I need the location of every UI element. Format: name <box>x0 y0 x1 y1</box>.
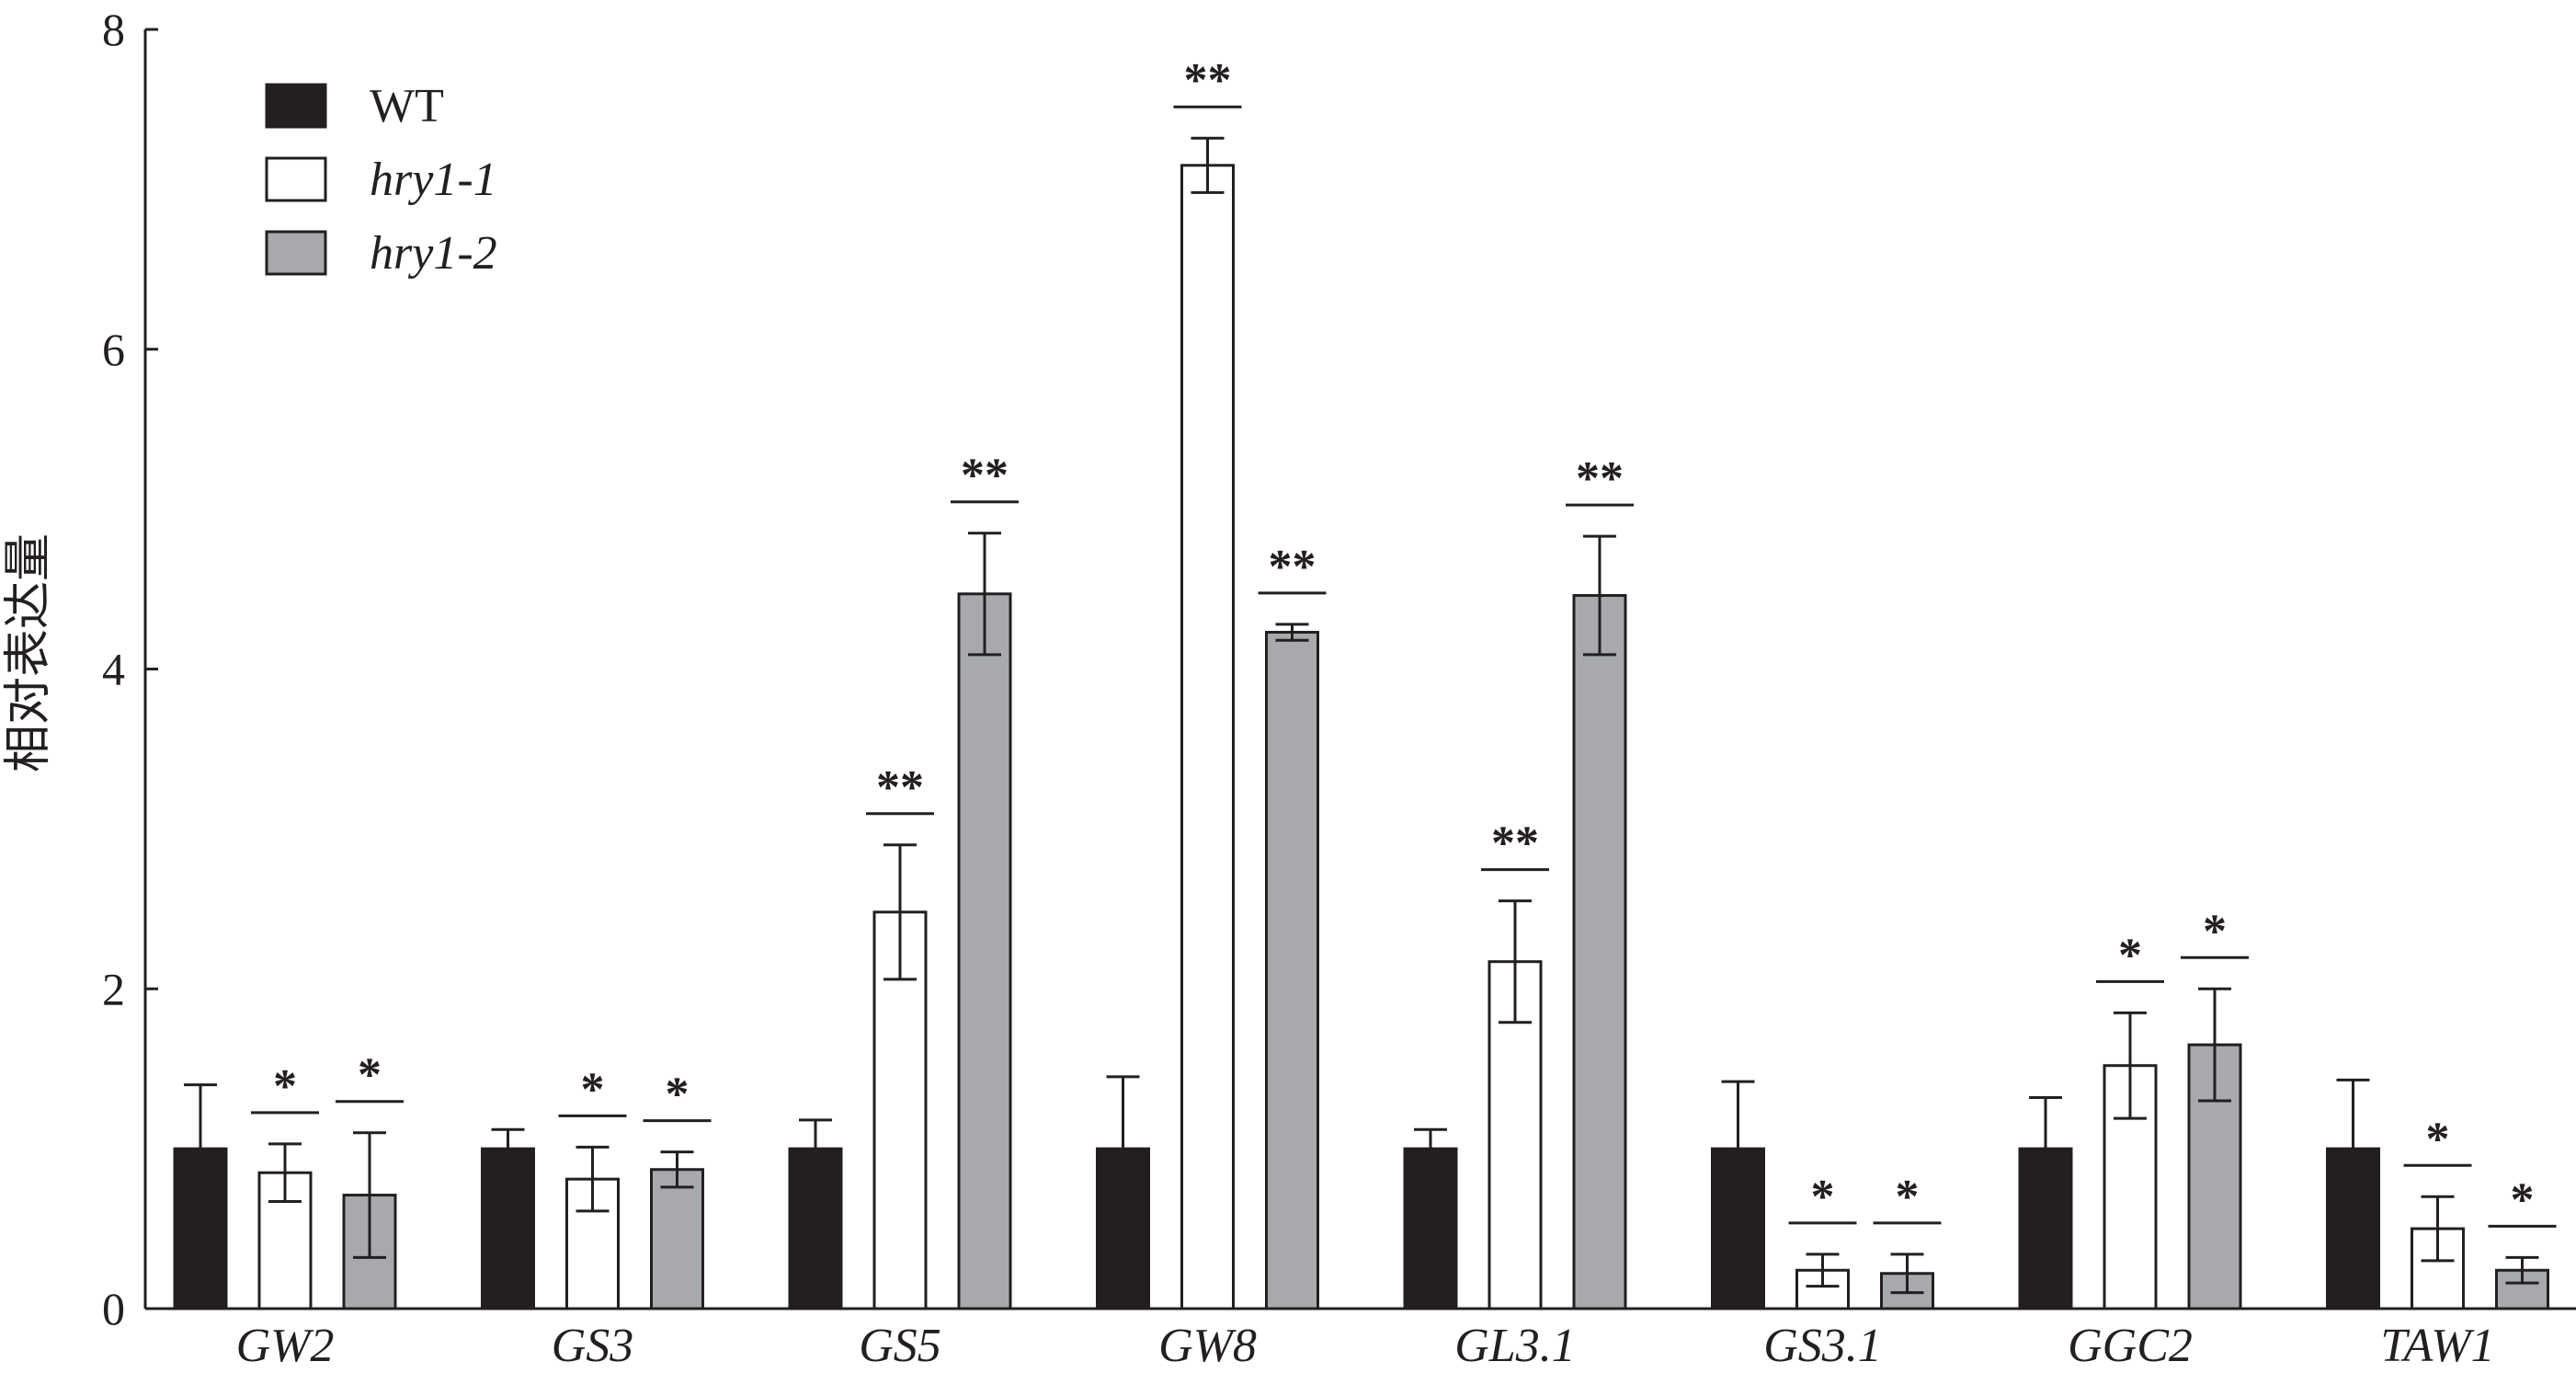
legend-swatch <box>265 230 327 276</box>
bar <box>957 592 1012 1310</box>
category-group: ** ** GL3.1 <box>1403 452 1634 1372</box>
bar <box>1096 1147 1150 1310</box>
significance-label: * <box>2511 1173 2535 1226</box>
bar <box>1403 1147 1458 1310</box>
legend: WT hry1-1 hry1-2 <box>265 80 497 280</box>
x-tick-label: GW2 <box>236 1320 335 1372</box>
x-tick-label: GS5 <box>859 1320 941 1372</box>
legend-swatch <box>265 83 327 129</box>
legend-item: hry1-1 <box>265 154 497 206</box>
significance-label: * <box>2203 905 2227 957</box>
error-bar <box>184 1083 217 1150</box>
error-bar <box>799 1118 832 1150</box>
x-tick-label: GS3 <box>552 1320 634 1372</box>
error-bar <box>1499 899 1532 1024</box>
significance-label: ** <box>961 450 1009 502</box>
error-bar <box>1583 534 1616 657</box>
category-group: ** ** GS5 <box>788 450 1019 1372</box>
bars: * *GW2* *GS3****GS5****GW8****GL3.1* *GS3.1… <box>173 54 2557 1372</box>
bar <box>788 1147 843 1310</box>
bar <box>481 1147 535 1310</box>
y-tick-label: 8 <box>102 4 125 55</box>
significance-label: ** <box>1269 541 1316 593</box>
x-tick-label: GGC2 <box>2068 1320 2193 1372</box>
legend-item: WT <box>265 80 444 132</box>
error-bar <box>2029 1095 2062 1150</box>
category-group: * * GS3.1 <box>1711 1080 1942 1372</box>
significance-label: ** <box>1576 452 1624 505</box>
y-tick-label: 2 <box>102 963 125 1014</box>
bar <box>2018 1147 2073 1310</box>
legend-label: hry1-2 <box>370 227 497 280</box>
x-tick-label: GS3.1 <box>1763 1320 1882 1372</box>
legend-label: WT <box>370 80 444 132</box>
error-bar <box>1890 1253 1924 1295</box>
y-tick-label: 6 <box>102 324 125 375</box>
axes: 0 2 4 6 8 <box>102 4 2576 1334</box>
y-tick-label: 4 <box>102 644 125 695</box>
bar <box>1180 164 1235 1310</box>
legend-label: hry1-1 <box>370 154 497 206</box>
error-bar <box>1414 1127 1447 1150</box>
category-group: * * GW2 <box>173 1049 404 1372</box>
significance-label: ** <box>1491 818 1539 870</box>
x-tick-label: GL3.1 <box>1454 1320 1575 1372</box>
significance-label: * <box>581 1063 605 1116</box>
error-bar <box>1275 623 1309 642</box>
significance-label: ** <box>1184 54 1232 107</box>
error-bar <box>2114 1011 2147 1120</box>
error-bar <box>660 1150 694 1189</box>
significance-label: * <box>273 1060 297 1113</box>
category-group: * * TAW1 <box>2326 1078 2557 1372</box>
error-bar <box>2421 1195 2455 1263</box>
error-bar <box>968 532 1001 657</box>
significance-label: * <box>1811 1171 1835 1223</box>
error-bar <box>883 843 917 981</box>
y-axis-label: 相对表达量 <box>3 533 55 772</box>
bar <box>1880 1272 1934 1310</box>
error-bar <box>491 1127 525 1150</box>
error-bar <box>2336 1078 2370 1150</box>
error-bar <box>1806 1253 1840 1288</box>
significance-label: * <box>1896 1171 1920 1223</box>
error-bar <box>2198 987 2231 1103</box>
error-bar <box>1191 136 1225 194</box>
category-group: * * GGC2 <box>2018 905 2249 1372</box>
category-group: * * GS3 <box>481 1063 712 1372</box>
legend-item: hry1-2 <box>265 227 497 280</box>
error-bar <box>353 1131 386 1259</box>
significance-label: * <box>2118 929 2142 981</box>
bar <box>1572 594 1627 1310</box>
error-bar <box>1106 1075 1140 1150</box>
bar <box>2326 1147 2380 1310</box>
bar <box>1265 631 1319 1310</box>
significance-label: * <box>2426 1113 2450 1165</box>
x-tick-label: TAW1 <box>2380 1320 2494 1372</box>
significance-label: ** <box>876 761 924 814</box>
x-tick-label: GW8 <box>1158 1320 1257 1372</box>
bar <box>650 1168 704 1310</box>
legend-swatch <box>265 156 327 202</box>
significance-label: * <box>358 1049 382 1102</box>
error-bar <box>576 1145 610 1213</box>
error-bar <box>1721 1080 1755 1150</box>
category-group: ** ** GW8 <box>1096 54 1327 1372</box>
error-bar <box>268 1142 302 1204</box>
error-bar <box>2505 1255 2539 1285</box>
y-tick-label: 0 <box>102 1283 125 1334</box>
significance-label: * <box>666 1069 690 1121</box>
bar <box>173 1147 228 1310</box>
bar <box>1711 1147 1765 1310</box>
